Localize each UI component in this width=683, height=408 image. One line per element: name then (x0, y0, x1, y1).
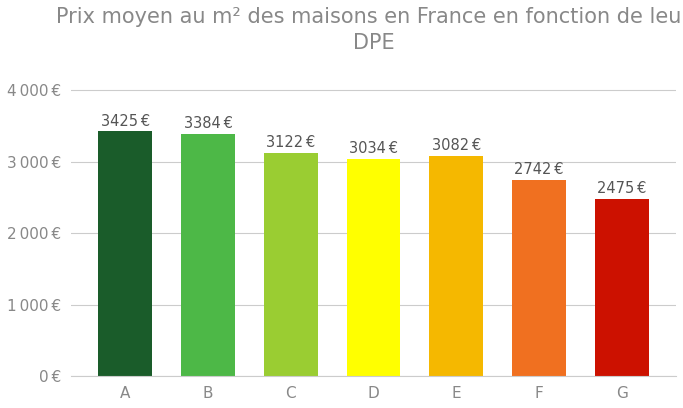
Text: 3082 €: 3082 € (432, 138, 481, 153)
Bar (512, 180, 566, 376)
Text: 3384 €: 3384 € (184, 116, 232, 131)
Bar (264, 153, 318, 376)
Text: 3122 €: 3122 € (266, 135, 316, 150)
Bar (181, 134, 235, 376)
Text: 2475 €: 2475 € (597, 182, 646, 197)
Bar (595, 200, 649, 376)
Text: 2742 €: 2742 € (514, 162, 563, 177)
Title: Prix moyen au m² des maisons en France en fonction de leur
DPE: Prix moyen au m² des maisons en France e… (57, 7, 683, 53)
Bar (98, 131, 152, 376)
Text: 3034 €: 3034 € (349, 142, 398, 157)
Bar (346, 160, 400, 376)
Text: 3425 €: 3425 € (101, 113, 150, 129)
Bar (430, 156, 483, 376)
